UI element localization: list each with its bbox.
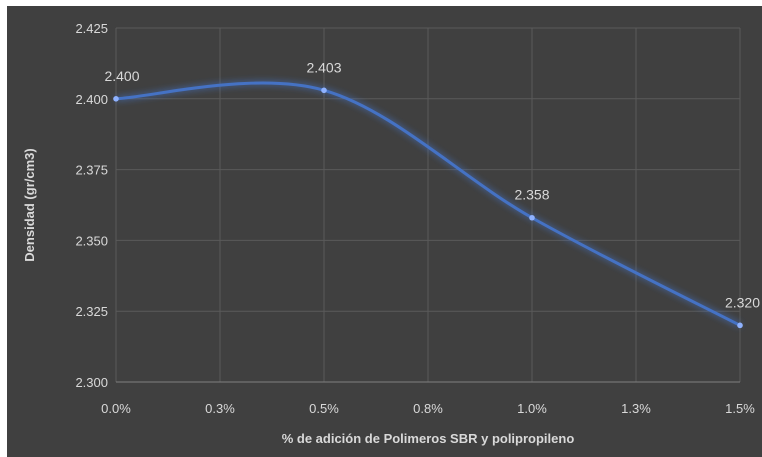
x-axis-title: % de adición de Polimeros SBR y poliprop… (282, 431, 575, 446)
series-density (113, 81, 743, 329)
data-label: 2.400 (104, 68, 139, 84)
x-tick-label: 1.0% (517, 401, 547, 416)
x-tick-label: 1.5% (725, 401, 755, 416)
data-label: 2.403 (306, 59, 341, 75)
y-tick-label: 2.425 (75, 21, 108, 36)
data-point (321, 87, 327, 94)
data-label: 2.320 (725, 294, 760, 310)
y-tick-label: 2.350 (75, 233, 108, 248)
density-line-chart: 2.300 2.325 2.350 2.375 2.400 2.425 0.0% 0.3% 0.… (22, 21, 760, 446)
y-tick-label: 2.300 (75, 375, 108, 390)
gridlines (115, 27, 741, 382)
data-labels: 2.400 2.403 2.358 2.320 (104, 59, 760, 310)
data-point (113, 96, 119, 102)
y-axis-title: Densidad (gr/cm3) (22, 148, 37, 261)
y-tick-label: 2.375 (75, 163, 108, 178)
chart-area: 2.300 2.325 2.350 2.375 2.400 2.425 0.0% 0.3% 0.… (7, 6, 762, 457)
x-tick-label: 0.3% (205, 401, 235, 416)
series-line (115, 81, 741, 327)
y-tick-label: 2.325 (75, 304, 108, 319)
data-point (529, 214, 535, 221)
data-point (737, 322, 743, 329)
axes: 2.300 2.325 2.350 2.375 2.400 2.425 0.0% 0.3% 0.… (75, 21, 755, 416)
y-tick-label: 2.400 (75, 92, 108, 107)
data-label: 2.358 (514, 187, 549, 203)
x-tick-label: 1.3% (621, 401, 651, 416)
x-tick-label: 0.5% (309, 401, 339, 416)
x-tick-label: 0.8% (413, 401, 443, 416)
x-tick-label: 0.0% (101, 401, 131, 416)
